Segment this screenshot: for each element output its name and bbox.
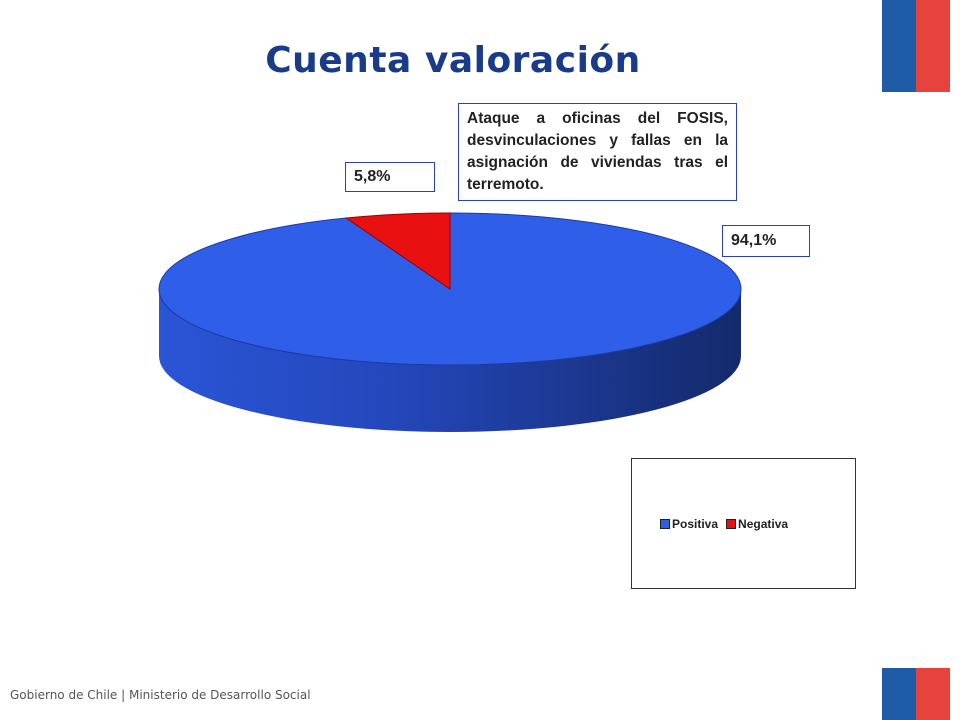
chart-annotation: Ataque a oficinas del FOSIS, desvinculac… xyxy=(458,103,737,201)
footer-text: Gobierno de Chile | Ministerio de Desarr… xyxy=(10,688,311,702)
legend-swatch-positiva xyxy=(660,519,670,529)
legend-label-negativa: Negativa xyxy=(738,517,789,531)
data-label-negativa: 5,8% xyxy=(345,162,435,192)
brand-flag-blue xyxy=(882,0,916,92)
chart-legend: Positiva Negativa xyxy=(631,458,856,589)
pie-side-wall xyxy=(159,289,741,432)
data-label-positiva: 94,1% xyxy=(722,225,810,257)
legend-item-negativa: Negativa xyxy=(726,517,788,531)
brand-flag-red xyxy=(916,668,950,720)
legend-item-positiva: Positiva xyxy=(660,517,718,531)
pie-slice-negativa xyxy=(344,212,451,290)
legend-label-positiva: Positiva xyxy=(672,517,719,531)
brand-flag-top xyxy=(882,0,950,92)
page-title: Cuenta valoración xyxy=(265,40,641,81)
brand-flag-red xyxy=(916,0,950,92)
brand-flag-bottom xyxy=(882,668,950,720)
legend-swatch-negativa xyxy=(726,519,737,529)
brand-flag-blue xyxy=(882,668,916,720)
